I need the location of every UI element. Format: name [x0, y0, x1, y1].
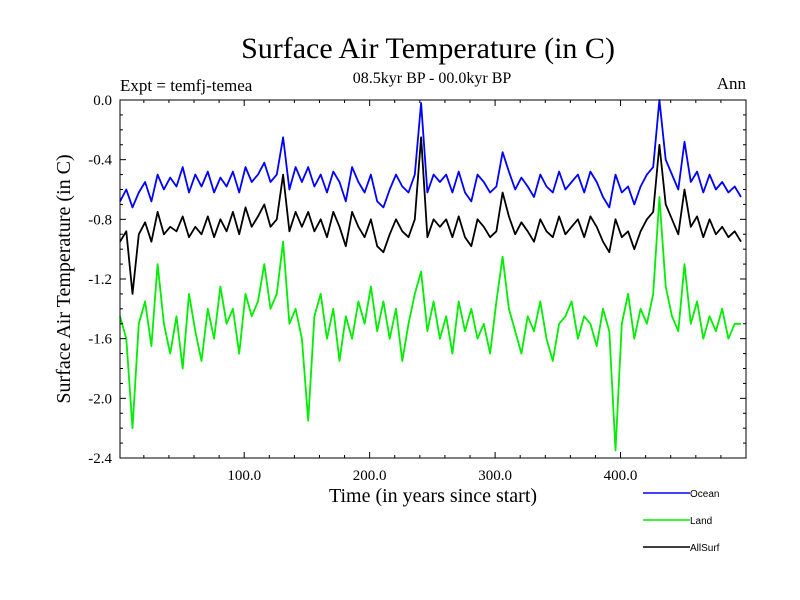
- y-tick-label: -1.6: [88, 332, 112, 348]
- y-tick-label: -0.4: [88, 153, 112, 169]
- series-line-land: [119, 196, 741, 452]
- chart-title: Surface Air Temperature (in C): [241, 32, 615, 65]
- y-tick-label: -2.4: [88, 451, 112, 467]
- legend: Ocean Land AllSurf: [643, 489, 720, 554]
- y-tick-label: -2.0: [88, 391, 112, 407]
- y-tick-label: 0.0: [93, 93, 112, 109]
- y-axis: 0.0 -0.4 -0.8 -1.2 -1.6 -2.0 -2.4: [88, 93, 746, 467]
- y-tick-label: -0.8: [88, 212, 112, 228]
- legend-label-land: Land: [690, 516, 712, 527]
- series-line-allsurf: [119, 136, 742, 295]
- chart-subtitle: 08.5kyr BP - 00.0kyr BP: [353, 70, 512, 87]
- x-tick-label: 200.0: [353, 468, 387, 484]
- legend-label-allsurf: AllSurf: [690, 543, 720, 554]
- season-label: Ann: [717, 74, 747, 93]
- x-tick-label: 300.0: [478, 468, 512, 484]
- y-axis-label: Surface Air Temperature (in C): [53, 154, 75, 403]
- experiment-label: Expt = temfj-temea: [120, 76, 253, 95]
- series-layer: [119, 99, 742, 452]
- x-tick-label: 100.0: [227, 468, 261, 484]
- x-axis: 100.0 200.0 300.0 400.0: [143, 100, 722, 484]
- x-tick-label: 400.0: [604, 468, 638, 484]
- x-axis-label: Time (in years since start): [329, 485, 537, 507]
- y-tick-label: -1.2: [88, 272, 112, 288]
- plot-frame: [119, 99, 747, 459]
- legend-label-ocean: Ocean: [690, 489, 719, 500]
- series-line-ocean: [119, 99, 742, 209]
